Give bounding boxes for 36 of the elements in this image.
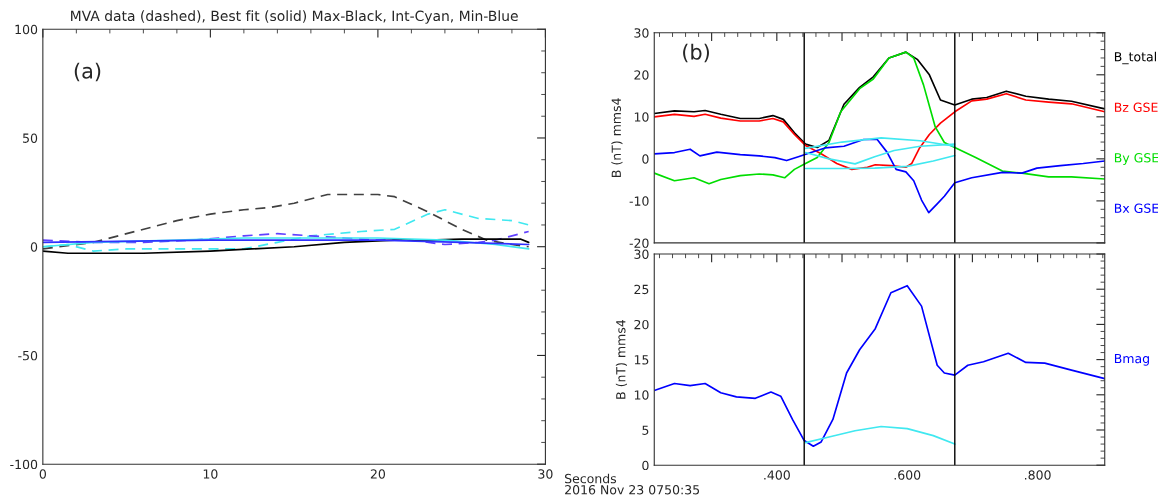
y-tick-label: 10 (634, 390, 649, 400)
series-label: Bmag (1114, 353, 1149, 366)
y-tick-label: -10 (629, 196, 649, 206)
chart-title: MVA data (dashed), Best fit (solid) Max-Black, Int-Cyan, Min-Blue (71, 10, 518, 24)
y-tick-label: 100 (15, 24, 38, 35)
y-tick-label: 0 (642, 154, 649, 164)
text: B_total (1114, 51, 1156, 65)
y-tick-label: -100 (10, 459, 38, 470)
y-tick-label: 20 (634, 319, 649, 330)
y-tick-label: 30 (634, 249, 649, 259)
y-tick-label: -50 (18, 350, 38, 361)
y-tick-label: 10 (634, 112, 649, 122)
annotation: (a) (74, 62, 101, 82)
x-tick-label: 10 (203, 469, 218, 479)
y-axis-title: B (nT) mms4 (615, 319, 627, 399)
annotation: (b) (683, 43, 709, 63)
y-tick-label: 0 (642, 460, 649, 471)
x-tick-label: .800 (1025, 470, 1051, 480)
y-tick-label: 25 (634, 284, 649, 295)
text: Bx GSE (1114, 203, 1158, 213)
y-tick-label: 30 (634, 28, 649, 38)
y-axis-title: B (nT) mms4 (611, 98, 623, 177)
x-tick-label: 0 (39, 469, 46, 479)
series-label: By GSE (1114, 153, 1158, 165)
x-tick-label: .400 (764, 470, 790, 480)
y-tick-label: 15 (634, 355, 649, 365)
y-tick-label: -20 (629, 238, 649, 248)
x-axis-title: Seconds 2016 Nov 23 0750:35 (565, 473, 700, 495)
y-tick-label: 50 (23, 133, 38, 143)
x-tick-label: 20 (370, 469, 386, 479)
y-tick-label: 5 (642, 425, 649, 435)
y-tick-label: 0 (30, 242, 38, 252)
series-label: Bz GSE (1114, 102, 1158, 113)
y-tick-label: 20 (634, 70, 649, 80)
x-tick-label: .600 (894, 470, 921, 480)
x-tick-label: 30 (538, 469, 553, 479)
